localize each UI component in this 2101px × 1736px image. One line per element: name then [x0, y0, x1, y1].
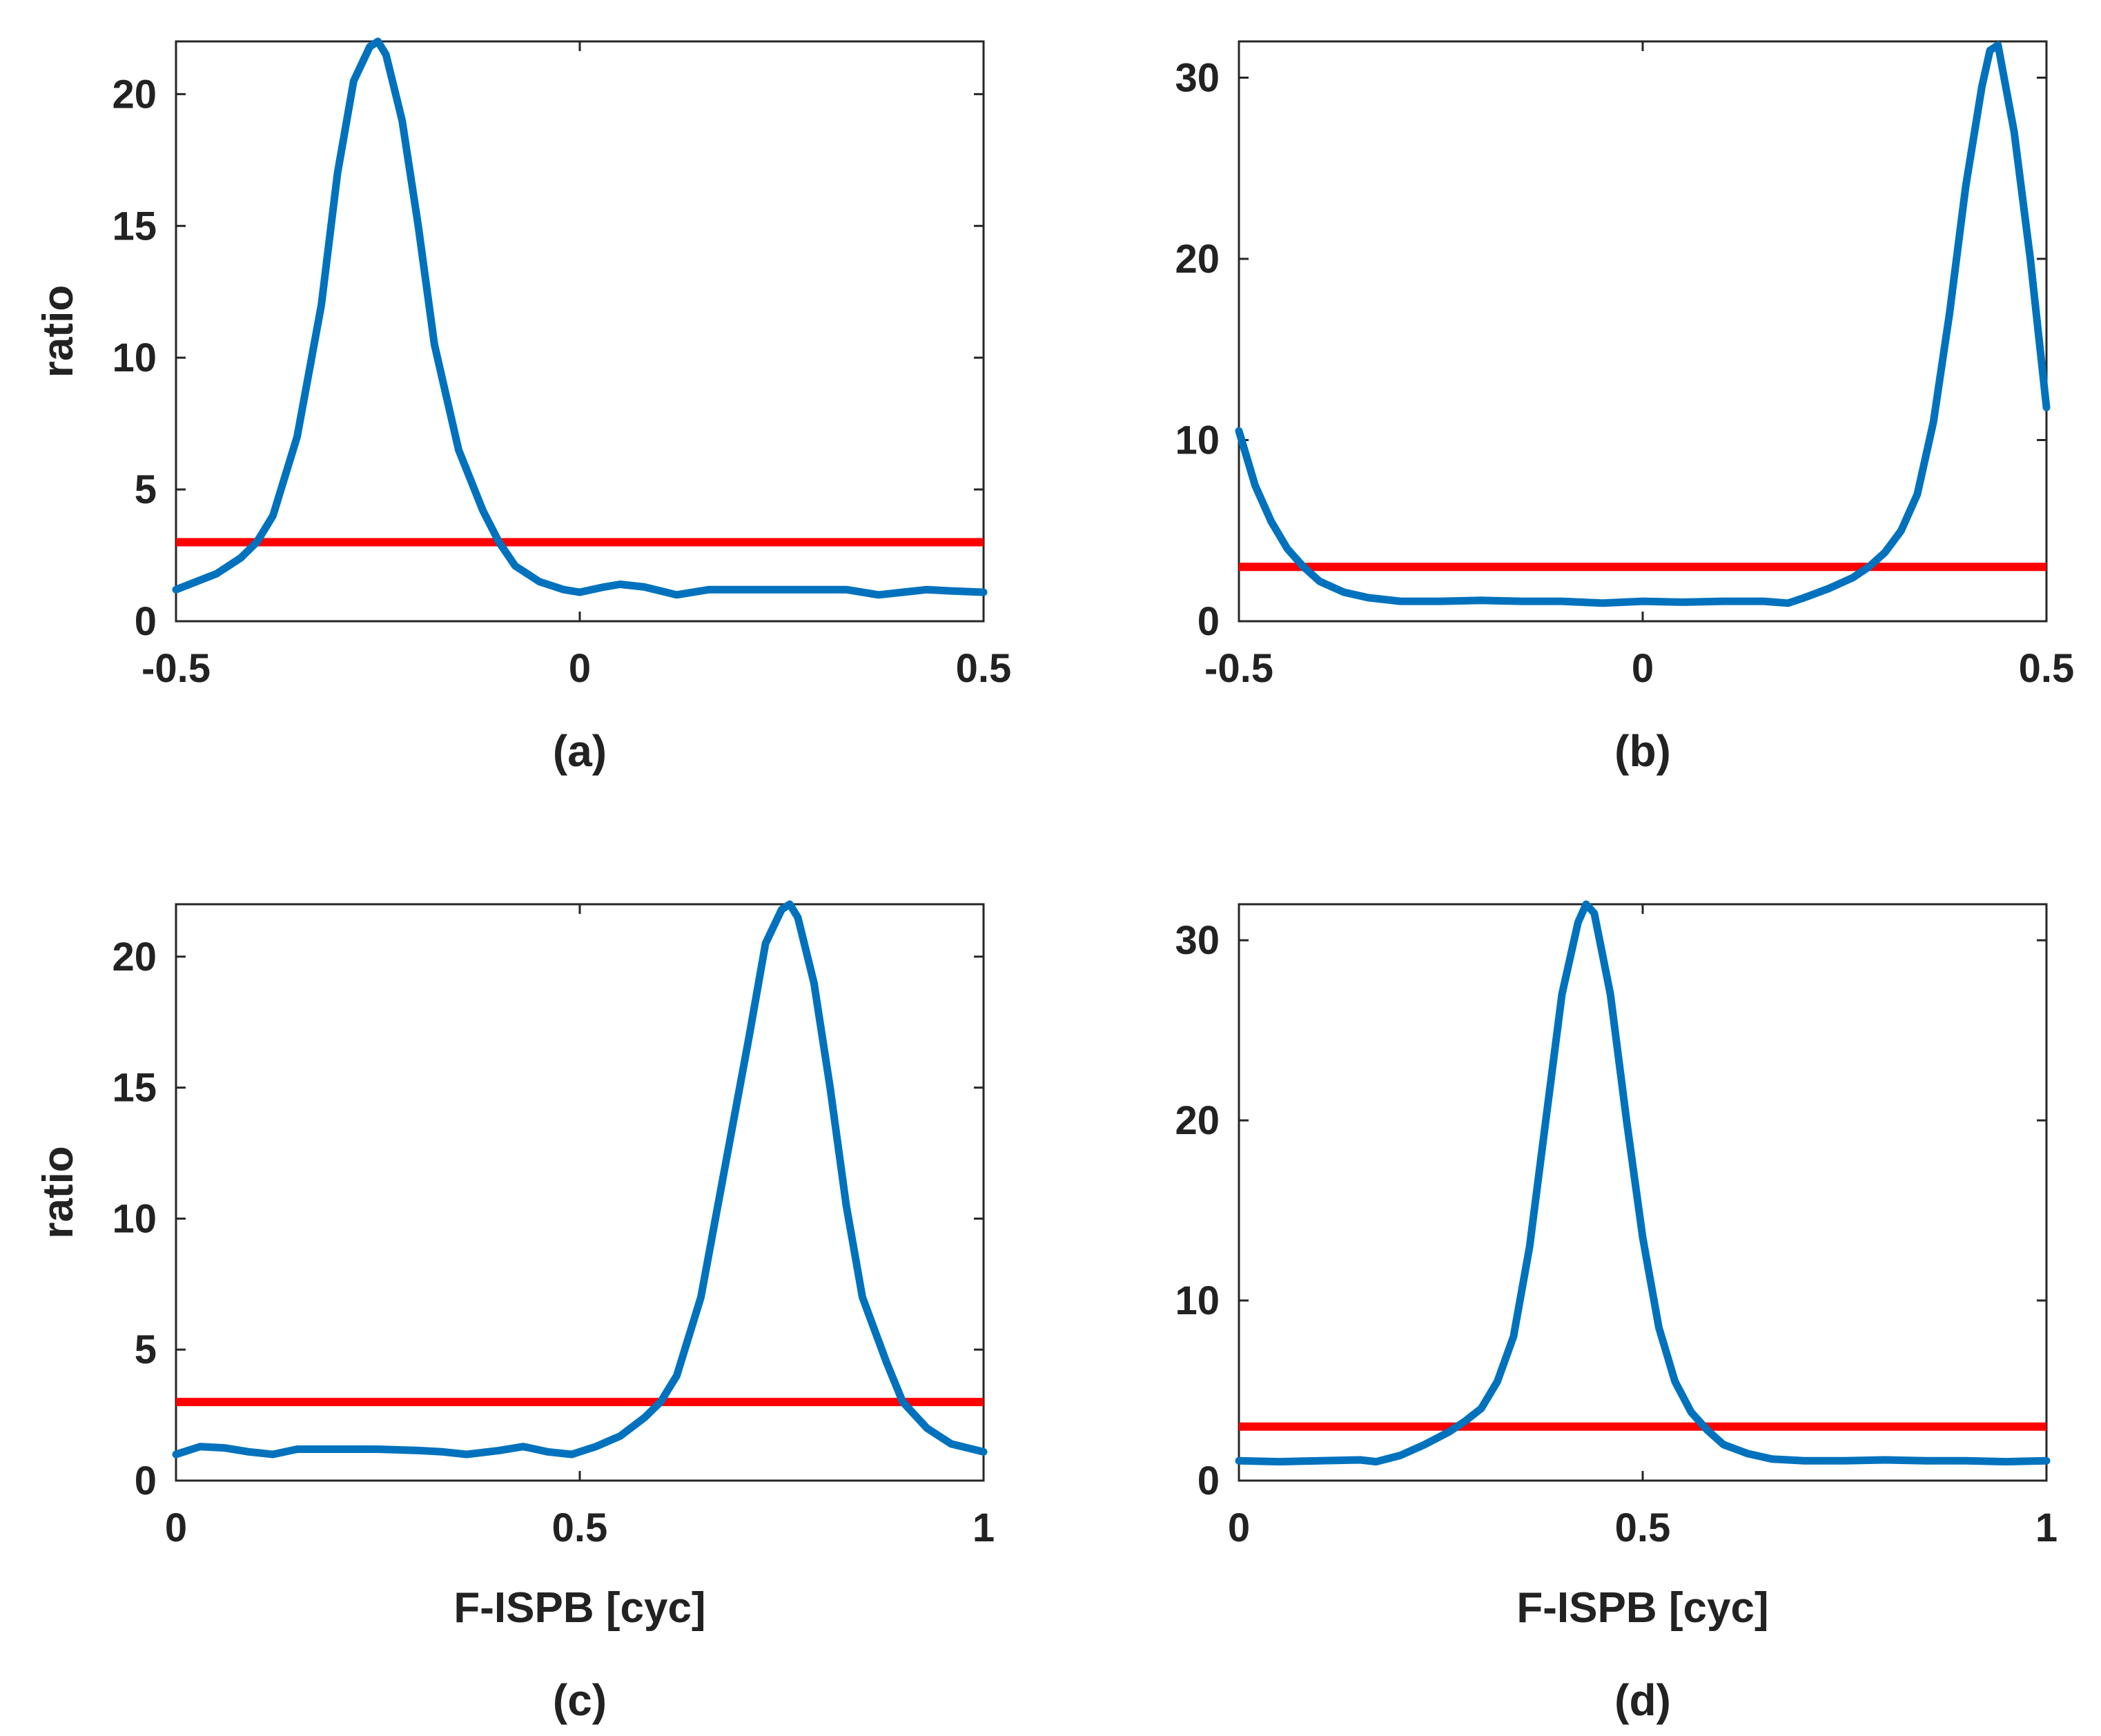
y-tick-label: 0 [135, 599, 157, 644]
x-tick-label: 1 [2035, 1505, 2058, 1550]
series-line [1235, 900, 2051, 1466]
panel-label: (c) [553, 1675, 607, 1725]
x-tick-label: 0.5 [552, 1505, 608, 1550]
y-tick-label: 0 [1198, 1459, 1220, 1503]
panel-label: (a) [553, 726, 607, 776]
x-axis-label: F-ISPB [cyc] [1516, 1584, 1768, 1632]
x-tick-label: 1 [973, 1505, 995, 1550]
y-tick-label: 15 [112, 1066, 157, 1111]
axes-box [175, 40, 985, 623]
y-axis-label: ratio [35, 285, 82, 378]
y-tick-label: 20 [112, 935, 157, 979]
y-axis-label: ratio [35, 1146, 82, 1238]
x-tick-label: -0.5 [1204, 646, 1273, 691]
y-tick-label: 15 [112, 204, 157, 248]
y-tick-label: 20 [1175, 237, 1220, 282]
x-tick-label: 0.5 [1615, 1505, 1671, 1550]
series-line [172, 37, 988, 599]
series-line [172, 900, 988, 1459]
x-tick-label: 0 [1228, 1505, 1250, 1550]
axes-box [1238, 40, 2048, 623]
y-tick-label: 10 [112, 1196, 157, 1241]
axes-box [1238, 903, 2048, 1482]
y-tick-label: 10 [1175, 418, 1220, 463]
y-tick-label: 20 [112, 72, 157, 117]
y-tick-label: 30 [1175, 56, 1220, 101]
y-tick-label: 5 [135, 467, 157, 512]
x-tick-label: 0 [569, 646, 591, 691]
y-tick-label: 0 [1198, 599, 1220, 644]
series-line [1235, 41, 2051, 607]
axes-box [175, 903, 985, 1482]
x-tick-label: 0.5 [2019, 646, 2075, 691]
x-tick-label: 0 [165, 1505, 187, 1550]
panel-label: (b) [1614, 726, 1671, 776]
y-tick-label: 0 [135, 1459, 157, 1503]
y-tick-label: 20 [1175, 1098, 1220, 1143]
x-axis-label: F-ISPB [cyc] [453, 1584, 705, 1632]
x-tick-label: 0.5 [956, 646, 1012, 691]
panel-label: (d) [1614, 1675, 1671, 1725]
y-tick-label: 30 [1175, 918, 1220, 963]
x-tick-label: 0 [1632, 646, 1654, 691]
x-tick-label: -0.5 [141, 646, 211, 691]
y-tick-label: 10 [112, 335, 157, 380]
y-tick-label: 10 [1175, 1278, 1220, 1323]
y-tick-label: 5 [135, 1327, 157, 1372]
